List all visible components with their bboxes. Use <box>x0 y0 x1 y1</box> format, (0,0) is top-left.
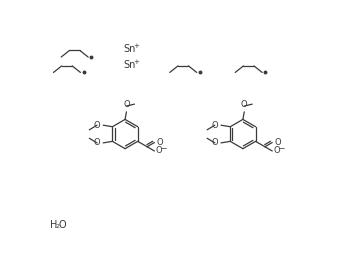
Text: 2: 2 <box>56 224 59 229</box>
Text: Sn: Sn <box>124 44 136 54</box>
Text: O: O <box>123 100 130 109</box>
Text: Sn: Sn <box>124 60 136 70</box>
Text: O: O <box>93 121 100 130</box>
Text: O: O <box>157 138 163 147</box>
Text: O: O <box>211 121 218 130</box>
Text: O: O <box>59 220 66 230</box>
Text: O: O <box>156 147 163 156</box>
Text: H: H <box>50 220 58 230</box>
Text: O: O <box>241 100 247 109</box>
Text: O: O <box>211 139 218 147</box>
Text: O: O <box>274 138 281 147</box>
Text: +: + <box>133 43 139 49</box>
Text: −: − <box>161 144 167 153</box>
Text: +: + <box>133 59 139 65</box>
Text: O: O <box>274 147 280 156</box>
Text: −: − <box>278 144 285 153</box>
Text: O: O <box>93 139 100 147</box>
